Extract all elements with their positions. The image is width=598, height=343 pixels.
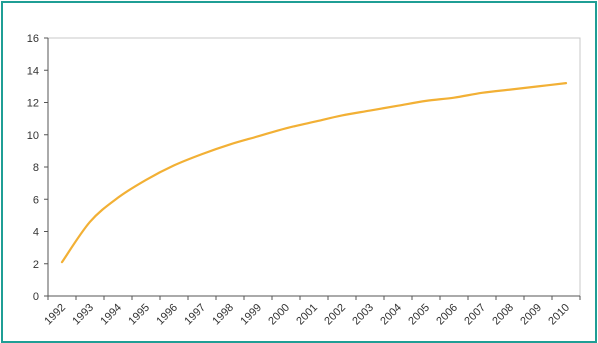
- series-group: [60, 82, 568, 264]
- plot-area: [47, 37, 581, 297]
- x-tick-label: 1996: [154, 302, 180, 328]
- x-tick-label: 1994: [98, 302, 124, 328]
- y-tick-label: 10: [27, 130, 39, 142]
- y-tick-label: 12: [27, 98, 39, 110]
- x-tick-label: 2002: [322, 302, 348, 328]
- x-tick-label: 2006: [434, 302, 460, 328]
- x-tick-label: 2007: [462, 302, 488, 328]
- x-tick-label: 2000: [266, 302, 292, 328]
- y-tick-label: 0: [33, 291, 39, 303]
- x-tick-label: 2008: [490, 302, 516, 328]
- y-tick-label: 2: [33, 259, 39, 271]
- x-tick-label: 1997: [182, 302, 208, 328]
- y-tick-label: 14: [27, 65, 39, 77]
- x-tick-label: 1998: [210, 302, 236, 328]
- x-tick-label: 1992: [42, 302, 68, 328]
- x-tick-label: 1993: [70, 302, 96, 328]
- x-tick-label: 2003: [350, 302, 376, 328]
- x-tick-label: 1999: [238, 302, 264, 328]
- x-axis: 1992 1993 1994 1995 1996 1997 1998 1999 2000 2001…: [42, 295, 581, 328]
- x-tick-label: 2010: [546, 302, 572, 328]
- x-tick-label: 2004: [378, 302, 404, 328]
- x-tick-label: 1995: [126, 302, 152, 328]
- y-tick-label: 16: [27, 33, 39, 45]
- x-tick-label: 2001: [294, 302, 320, 328]
- y-tick-label: 4: [33, 227, 39, 239]
- y-axis: 0 2 4 6 8 10 12 14 16: [27, 33, 49, 303]
- x-tick-label: 2009: [518, 302, 544, 328]
- y-tick-label: 6: [33, 194, 39, 206]
- x-tick-label: 2005: [406, 302, 432, 328]
- y-tick-label: 8: [33, 162, 39, 174]
